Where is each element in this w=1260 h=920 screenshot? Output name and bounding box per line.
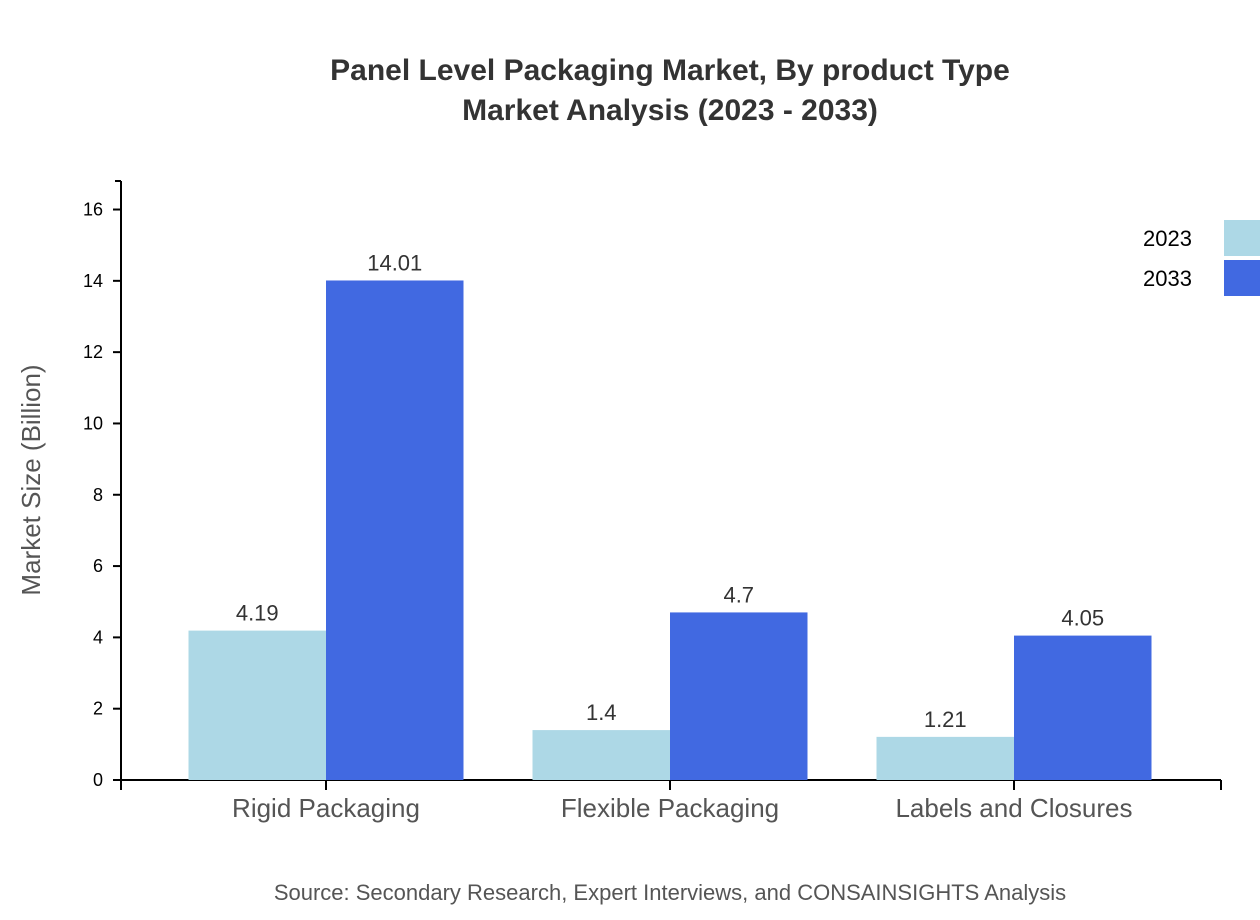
y-tick-label: 8	[93, 485, 103, 505]
legend: 2023 2033	[1143, 220, 1260, 296]
data-label: 1.4	[586, 700, 617, 725]
bar-2023	[876, 736, 1014, 780]
plot-area: 0 2 4 6 8 10 12 14 16 Rigid Packaging 4.19 14.01 Fle…	[83, 180, 1222, 823]
x-tick-label: Flexible Packaging	[561, 793, 779, 823]
legend-label: 2033	[1143, 266, 1192, 291]
data-label: 4.19	[236, 601, 279, 626]
legend-swatch-2023	[1224, 220, 1260, 256]
data-label: 4.05	[1061, 606, 1104, 631]
y-tick-label: 14	[83, 271, 103, 291]
source-note: Source: Secondary Research, Expert Inter…	[274, 880, 1066, 905]
bar-2033	[326, 280, 464, 780]
y-tick-label: 12	[83, 342, 103, 362]
y-tick-label: 2	[93, 699, 103, 719]
data-label: 1.21	[924, 707, 967, 732]
y-tick-label: 16	[83, 200, 103, 220]
x-tick-label: Rigid Packaging	[232, 793, 420, 823]
chart-title: Panel Level Packaging Market, By product…	[330, 54, 1010, 87]
x-tick-label: Labels and Closures	[895, 793, 1132, 823]
legend-swatch-2033	[1224, 260, 1260, 296]
data-label: 14.01	[367, 250, 422, 275]
bar-2023	[532, 730, 670, 780]
data-label: 4.7	[723, 582, 754, 607]
bar-2033	[1014, 635, 1152, 780]
bar-2023	[188, 630, 326, 780]
legend-label: 2023	[1143, 226, 1192, 251]
chart-subtitle: Market Analysis (2023 - 2033)	[462, 94, 878, 127]
bar-2033	[670, 612, 808, 780]
y-axis-title: Market Size (Billion)	[16, 364, 46, 595]
y-tick-label: 6	[93, 556, 103, 576]
y-tick-label: 10	[83, 413, 103, 433]
y-tick-label: 4	[93, 627, 103, 647]
y-tick-label: 0	[93, 770, 103, 790]
